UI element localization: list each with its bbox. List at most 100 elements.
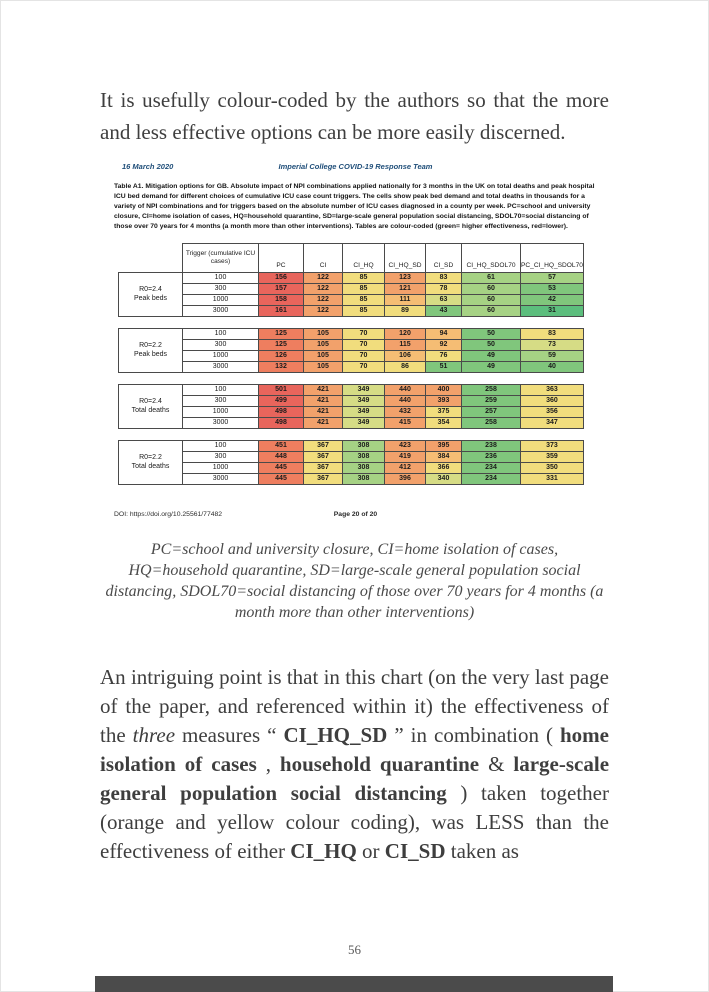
doi-text: DOI: https://doi.org/10.25561/77482 (114, 510, 223, 518)
embedded-report-figure: 16 March 2020 Imperial College COVID-19 … (108, 162, 603, 521)
table-row: 300 448 367 308 419 384 236 359 (119, 450, 584, 463)
text-run: An intriguing point is that in this char… (100, 664, 609, 747)
value-cell: 331 (520, 472, 584, 485)
block-spacer (118, 316, 584, 329)
value-cell: 60 (461, 293, 521, 306)
value-cell: 85 (342, 271, 385, 284)
table-row: 3000 161 122 85 89 43 60 31 (119, 304, 584, 317)
value-cell: 89 (384, 304, 426, 317)
value-cell: 49 (461, 360, 521, 373)
value-cell: 73 (520, 338, 584, 351)
value-cell: 236 (461, 450, 521, 463)
value-cell: 445 (258, 472, 304, 485)
column-header: Trigger (cumulative ICU cases) (182, 242, 259, 273)
value-cell: 432 (384, 405, 426, 418)
value-cell: 395 (425, 439, 462, 452)
table-row: R0=2.4 Total deaths 100 501 421 349 440 400 258 3… (118, 383, 584, 429)
value-cell: 498 (258, 405, 304, 418)
value-cell: 367 (303, 461, 343, 474)
value-cell: 86 (384, 360, 426, 373)
report-header: 16 March 2020 Imperial College COVID-19 … (108, 162, 603, 174)
value-cell: 451 (258, 439, 304, 452)
value-cell: 356 (520, 405, 584, 418)
value-cell: 156 (258, 271, 304, 284)
value-cell: 340 (425, 472, 462, 485)
value-cell: 120 (384, 327, 426, 340)
value-cell: 122 (303, 304, 343, 317)
block-spacer (118, 372, 584, 385)
value-cell: 83 (425, 271, 462, 284)
value-cell: 115 (384, 338, 426, 351)
value-cell: 400 (425, 383, 462, 396)
text-run: large-scale general population social di… (100, 751, 610, 805)
trigger-cell: 1000 (182, 293, 259, 306)
table-row: 3000 445 367 308 396 340 234 331 (119, 472, 584, 485)
value-cell: 419 (384, 450, 426, 463)
value-cell: 60 (461, 282, 521, 295)
value-cell: 70 (342, 327, 385, 340)
value-cell: 59 (520, 349, 584, 362)
value-cell: 440 (384, 383, 426, 396)
value-cell: 132 (258, 360, 304, 373)
value-cell: 363 (520, 383, 584, 396)
column-header: CI_HQ (342, 242, 385, 273)
table-row: R0=2.2 Total deaths 100 451 367 308 423 395 238 3… (118, 439, 584, 485)
column-header: CI_HQ_SD (384, 242, 426, 273)
value-cell: 85 (342, 293, 385, 306)
value-cell: 257 (461, 405, 521, 418)
value-cell: 85 (342, 282, 385, 295)
value-cell: 92 (425, 338, 462, 351)
value-cell: 126 (258, 349, 304, 362)
block-label: R0=2.2 Total deaths (118, 439, 183, 485)
value-cell: 396 (384, 472, 426, 485)
value-cell: 308 (342, 472, 385, 485)
paragraph-top: It is usefully colour-coded by the autho… (100, 88, 609, 144)
report-team-title: Imperial College COVID-19 Response Team (278, 162, 433, 171)
value-cell: 440 (384, 394, 426, 407)
value-cell: 373 (520, 439, 584, 452)
value-cell: 393 (425, 394, 462, 407)
table-row: 3000 132 105 70 86 51 49 40 (119, 360, 584, 373)
value-cell: 423 (384, 439, 426, 452)
value-cell: 50 (461, 338, 521, 351)
value-cell: 122 (303, 293, 343, 306)
value-cell: 421 (303, 416, 343, 429)
value-cell: 367 (303, 450, 343, 463)
table-row: 1000 126 105 70 106 76 49 59 (119, 349, 584, 362)
value-cell: 448 (258, 450, 304, 463)
report-footer: DOI: https://doi.org/10.25561/77482 Page… (108, 511, 603, 521)
value-cell: 354 (425, 416, 462, 429)
value-cell: 349 (342, 383, 385, 396)
value-cell: 259 (461, 394, 521, 407)
value-cell: 105 (303, 360, 343, 373)
text-run: , (256, 751, 280, 776)
column-header: PC_CI_HQ_SDOL70 (520, 242, 584, 273)
value-cell: 42 (520, 293, 584, 306)
value-cell: 350 (520, 461, 584, 474)
npi-table-grid: Trigger (cumulative ICU cases) PC CI CI_HQ C… (118, 242, 584, 485)
value-cell: 158 (258, 293, 304, 306)
value-cell: 421 (303, 394, 343, 407)
value-cell: 349 (342, 394, 385, 407)
trigger-cell: 100 (182, 327, 259, 340)
value-cell: 359 (520, 450, 584, 463)
value-cell: 384 (425, 450, 462, 463)
value-cell: 70 (342, 338, 385, 351)
page-content: It is usefully colour-coded by the autho… (100, 0, 609, 866)
value-cell: 347 (520, 416, 584, 429)
value-cell: 308 (342, 450, 385, 463)
trigger-cell: 3000 (182, 304, 259, 317)
page-number: 56 (348, 942, 361, 957)
value-cell: 70 (342, 349, 385, 362)
paragraph-bottom: An intriguing point is that in this char… (100, 663, 609, 866)
value-cell: 349 (342, 416, 385, 429)
npi-impact-table: Trigger (cumulative ICU cases) PC CI CI_HQ C… (118, 242, 603, 485)
value-cell: 31 (520, 304, 584, 317)
text-run: CI_SD (384, 838, 446, 863)
value-cell: 105 (303, 327, 343, 340)
value-cell: 76 (425, 349, 462, 362)
trigger-cell: 300 (182, 450, 259, 463)
value-cell: 258 (461, 383, 521, 396)
value-cell: 445 (258, 461, 304, 474)
